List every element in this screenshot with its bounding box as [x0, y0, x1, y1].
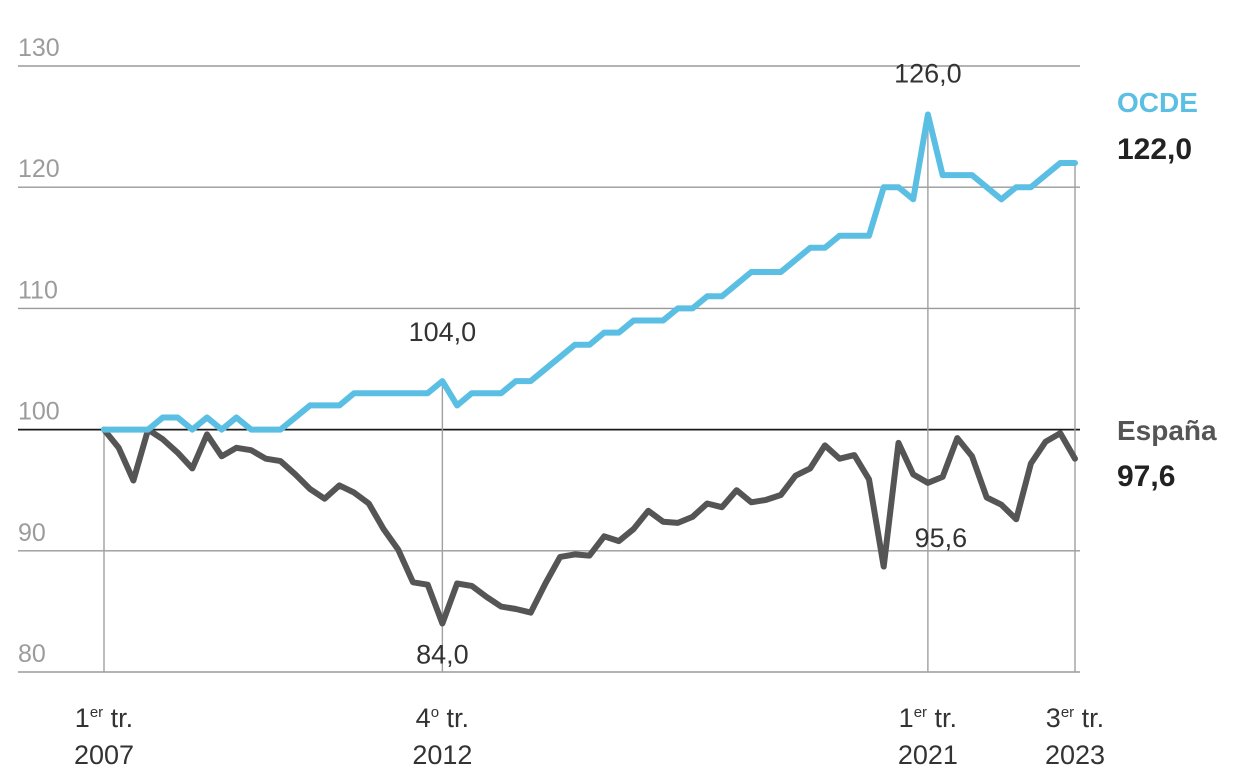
annotations: 126,0 104,0 84,0 95,6	[409, 58, 968, 669]
x-tick-label-quarter: 4o tr.	[416, 703, 469, 733]
y-tick-label: 120	[18, 155, 60, 183]
annotation-label: 104,0	[409, 317, 477, 347]
y-tick-label: 110	[18, 276, 58, 304]
y-tick-label: 130	[18, 34, 60, 62]
legend: OCDE 122,0 España 97,6	[1117, 87, 1217, 493]
legend-series-value: 97,6	[1117, 460, 1175, 493]
series-line-espana	[101, 426, 1078, 627]
y-tick-label: 100	[18, 398, 60, 426]
x-tick-label-quarter: 1er tr.	[899, 703, 957, 733]
annotation-label: 126,0	[894, 58, 962, 88]
x-tick-label-quarter: 3er tr.	[1046, 703, 1104, 733]
x-tick-label-year: 2007	[74, 740, 134, 770]
x-tick-label-year: 2023	[1045, 740, 1105, 770]
legend-series-value: 122,0	[1117, 133, 1192, 166]
x-tick-label-year: 2021	[898, 740, 958, 770]
annotation-label: 84,0	[416, 640, 469, 670]
legend-series-name: España	[1117, 415, 1217, 446]
series-lines	[101, 111, 1078, 627]
x-axis-ticks: 1er tr. 2007 4o tr. 2012 1er tr. 2021 3er tr. 2…	[74, 703, 1105, 770]
y-tick-label: 90	[18, 519, 46, 547]
x-marker-lines	[103, 114, 1076, 672]
x-tick-label-year: 2012	[412, 740, 472, 770]
legend-series-name: OCDE	[1117, 87, 1198, 118]
x-tick-label-quarter: 1er tr.	[75, 703, 133, 733]
series-line-ocde	[101, 111, 1078, 433]
annotation-label: 95,6	[915, 523, 968, 553]
y-axis-ticks: 80 90 100 110 120 130	[18, 34, 60, 668]
y-tick-label: 80	[18, 640, 46, 668]
